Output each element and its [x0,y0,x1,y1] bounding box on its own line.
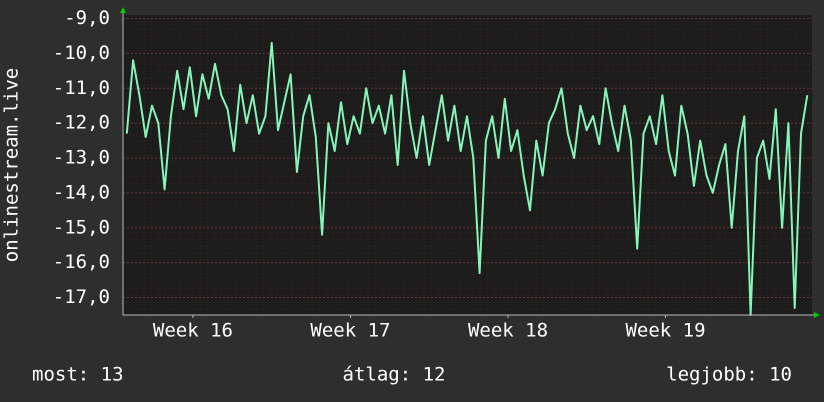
y-tick-label: -13,0 [53,147,110,169]
footer-average: átlag: 12 [343,364,446,386]
y-tick-label: -15,0 [53,216,110,238]
y-tick-label: -17,0 [53,286,110,308]
y-tick-label: -9,0 [64,7,110,29]
plot-layer: -9,0 -10,0 -11,0 -12,0 -13,0 -14,0 -15,0 -16,0 -… [53,7,812,342]
x-tick-label: Week 19 [625,320,705,342]
y-tick-label: -16,0 [53,251,110,273]
x-tick-label: Week 17 [310,320,390,342]
x-tick-label: Week 18 [468,320,548,342]
plot-area [123,15,812,315]
y-axis-arrow [120,7,126,13]
y-tick-label: -12,0 [53,112,110,134]
data-line [125,41,809,316]
x-axis-arrow [814,312,820,318]
footer-current: most: 13 [32,364,124,386]
y-tick-label: -11,0 [53,77,110,99]
y-axis-label: onlinestream.live [1,68,23,262]
footer-best: legjobb: 10 [666,364,792,386]
x-tick-label: Week 16 [153,320,233,342]
y-tick-label: -14,0 [53,181,110,203]
y-tick-label: -10,0 [53,42,110,64]
